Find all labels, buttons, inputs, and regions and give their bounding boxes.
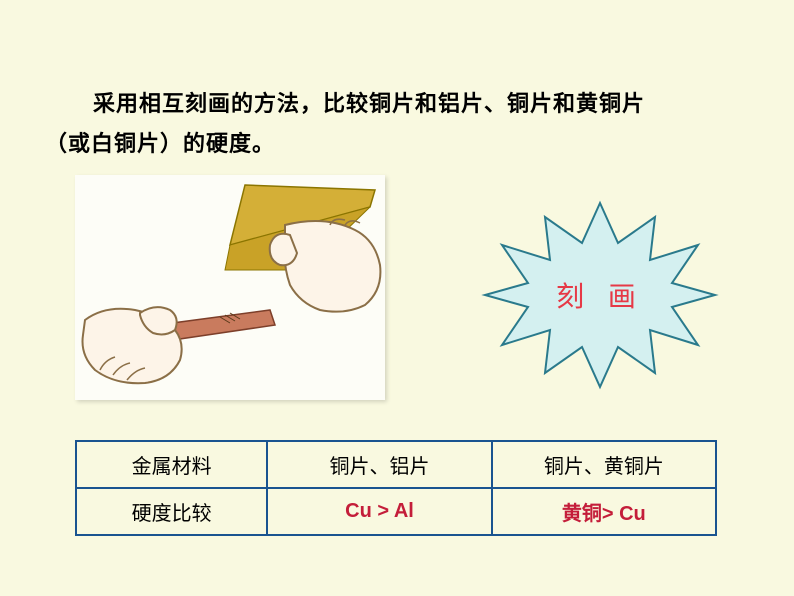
table-row: 硬度比较 Cu > Al 黄铜> Cu — [76, 488, 716, 535]
row1-label: 金属材料 — [76, 441, 267, 488]
table-row: 金属材料 铜片、铝片 铜片、黄铜片 — [76, 441, 716, 488]
hands-illustration — [75, 175, 385, 400]
row1-cell1: 铜片、铝片 — [267, 441, 491, 488]
row2-cell2: 黄铜> Cu — [492, 488, 716, 535]
row2-cell1: Cu > Al — [267, 488, 491, 535]
hardness-comparison-table: 金属材料 铜片、铝片 铜片、黄铜片 硬度比较 Cu > Al 黄铜> Cu — [75, 440, 717, 536]
row2-label: 硬度比较 — [76, 488, 267, 535]
right-hand — [270, 219, 381, 311]
desc-line1: 采用相互刻画的方法，比较铜片和铝片、铜片和黄铜片 — [93, 91, 645, 116]
left-hand — [83, 307, 182, 383]
starburst-text: 刻 画 — [556, 275, 644, 315]
desc-line2: （或白铜片）的硬度。 — [45, 131, 275, 156]
scratch-illustration-svg — [75, 175, 385, 400]
row1-cell2: 铜片、黄铜片 — [492, 441, 716, 488]
starburst-callout: 刻 画 — [480, 195, 720, 395]
description-text: 采用相互刻画的方法，比较铜片和铝片、铜片和黄铜片 （或白铜片）的硬度。 — [45, 84, 749, 163]
